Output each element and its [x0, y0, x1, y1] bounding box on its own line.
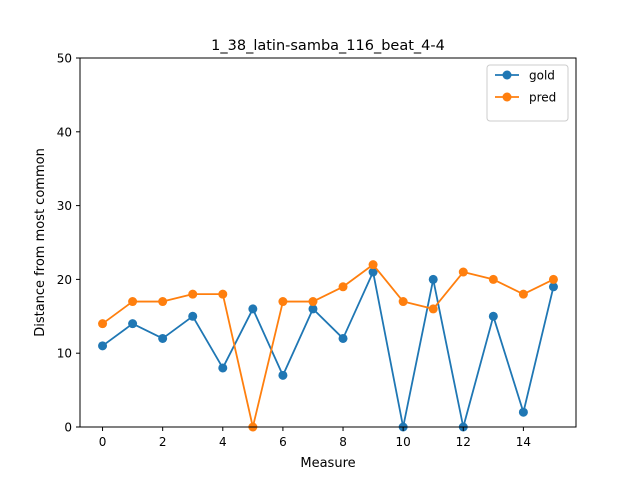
legend-label-gold: gold — [529, 69, 555, 83]
data-point-pred — [398, 297, 408, 307]
legend: gold pred — [486, 64, 569, 122]
data-point-pred — [218, 289, 228, 299]
x-tick-label: 8 — [339, 435, 347, 449]
x-tick-label: 2 — [159, 435, 167, 449]
y-tick-label: 30 — [57, 199, 72, 213]
y-tick-label: 40 — [57, 125, 72, 139]
data-point-gold — [158, 333, 168, 343]
data-point-gold — [278, 370, 288, 380]
x-tick-label: 14 — [516, 435, 531, 449]
data-point-gold — [128, 319, 138, 329]
y-tick-label: 10 — [57, 347, 72, 361]
plot-frame — [79, 57, 577, 428]
data-point-pred — [128, 297, 138, 307]
data-point-pred — [368, 260, 378, 270]
data-point-pred — [278, 297, 288, 307]
data-point-gold — [98, 341, 108, 351]
data-point-gold — [428, 274, 438, 284]
data-point-pred — [518, 289, 528, 299]
data-point-gold — [188, 311, 198, 321]
data-point-pred — [308, 297, 318, 307]
x-tick-label: 10 — [396, 435, 411, 449]
data-point-gold — [488, 311, 498, 321]
data-point-pred — [428, 304, 438, 314]
y-tick-label: 0 — [64, 421, 72, 435]
data-point-pred — [458, 267, 468, 277]
data-point-pred — [98, 319, 108, 329]
chart-title: 1_38_latin-samba_116_beat_4-4 — [211, 38, 445, 54]
y-tick-label: 50 — [57, 52, 72, 66]
data-point-pred — [188, 289, 198, 299]
y-axis-label: Distance from most common — [33, 148, 48, 337]
plot-area — [98, 260, 558, 432]
data-point-gold — [338, 333, 348, 343]
data-point-pred — [158, 297, 168, 307]
x-axis: 0 2 4 6 8 10 12 14 — [99, 427, 531, 449]
data-point-gold — [248, 304, 258, 314]
legend-marker-gold — [502, 70, 512, 80]
x-tick-label: 6 — [279, 435, 287, 449]
data-point-gold — [218, 363, 228, 373]
data-point-pred — [548, 274, 558, 284]
data-point-gold — [308, 304, 318, 314]
x-axis-label: Measure — [300, 456, 355, 471]
series-line-gold — [102, 271, 555, 428]
x-tick-label: 0 — [99, 435, 107, 449]
x-tick-label: 12 — [456, 435, 471, 449]
data-point-gold — [518, 407, 528, 417]
series-line-pred — [102, 263, 554, 428]
x-tick-label: 4 — [219, 435, 227, 449]
data-point-pred — [338, 282, 348, 292]
data-point-pred — [488, 274, 498, 284]
y-tick-label: 20 — [57, 273, 72, 287]
legend-marker-pred — [502, 92, 512, 102]
data-point-gold — [368, 267, 378, 277]
legend-label-pred: pred — [529, 91, 556, 105]
y-axis: 0 10 20 30 40 50 — [57, 52, 80, 435]
data-point-gold — [548, 282, 558, 292]
